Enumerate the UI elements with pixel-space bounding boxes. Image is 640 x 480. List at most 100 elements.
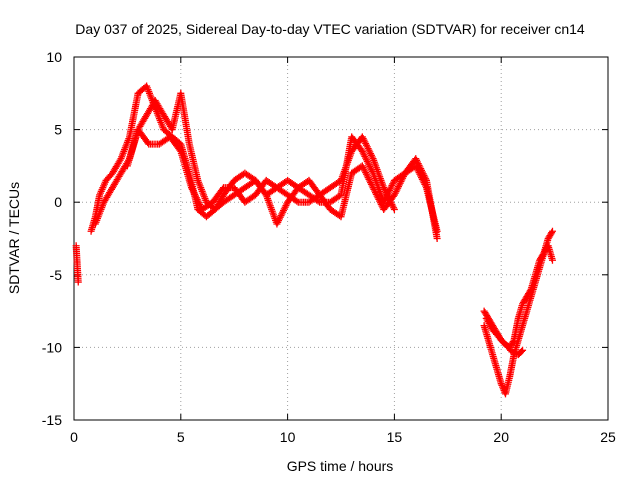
data-point-marker <box>386 197 394 205</box>
data-point-marker <box>276 213 284 221</box>
data-point-marker <box>395 181 403 189</box>
data-point-marker <box>413 158 421 166</box>
y-tick-label: -10 <box>42 339 62 355</box>
data-point-marker <box>548 229 556 237</box>
data-point-marker <box>392 188 400 196</box>
data-point-marker <box>361 167 369 175</box>
data-point-marker <box>416 170 424 178</box>
data-point-marker <box>194 197 202 205</box>
data-point-marker <box>381 185 389 193</box>
x-axis-label: GPS time / hours <box>287 458 394 474</box>
data-point-marker <box>388 200 396 208</box>
data-point-marker <box>413 156 421 164</box>
data-point-marker <box>364 174 372 182</box>
data-point-marker <box>412 155 420 163</box>
data-point-marker <box>358 133 366 141</box>
data-point-marker <box>367 150 375 158</box>
data-point-marker <box>361 138 369 146</box>
data-point-marker <box>361 152 369 160</box>
data-point-marker <box>508 348 516 356</box>
y-tick-label: 10 <box>46 49 62 65</box>
data-point-marker <box>196 200 204 208</box>
y-tick-label: -15 <box>42 412 62 428</box>
data-point-marker <box>371 187 379 195</box>
data-point-marker <box>280 205 288 213</box>
y-tick-label: 5 <box>54 122 62 138</box>
data-point-marker <box>383 190 391 198</box>
data-point-marker <box>433 235 441 242</box>
data-point-marker <box>74 278 82 286</box>
data-point-marker <box>517 347 525 355</box>
data-point-marker <box>376 197 384 205</box>
data-point-marker <box>370 185 378 193</box>
data-points <box>72 82 556 398</box>
data-point-marker <box>358 162 366 170</box>
data-point-marker <box>188 185 196 193</box>
data-point-marker <box>368 153 376 161</box>
x-tick-label: 5 <box>177 429 185 445</box>
data-point-marker <box>359 135 367 143</box>
data-point-marker <box>396 179 404 187</box>
data-point-marker <box>363 143 371 151</box>
data-point-marker <box>421 180 429 188</box>
data-point-marker <box>374 194 382 202</box>
data-point-marker <box>388 181 396 189</box>
data-point-marker <box>433 227 441 235</box>
data-point-marker <box>509 348 517 356</box>
data-point-marker <box>389 180 397 188</box>
data-point-marker <box>412 162 420 170</box>
data-point-marker <box>391 189 399 197</box>
data-point-marker <box>548 227 556 235</box>
data-point-marker <box>293 197 301 205</box>
data-point-marker <box>192 194 200 202</box>
data-point-marker <box>362 156 370 164</box>
data-point-marker <box>360 136 368 144</box>
data-point-marker <box>362 170 370 178</box>
plot-frame <box>73 56 609 421</box>
data-point-marker <box>358 147 366 155</box>
data-point-marker <box>176 146 184 154</box>
y-tick-label: -5 <box>50 267 63 283</box>
data-point-marker <box>381 187 389 195</box>
data-point-marker <box>397 178 405 186</box>
data-point-marker <box>390 191 398 199</box>
data-point-marker <box>389 202 397 210</box>
data-point-marker <box>380 184 388 192</box>
data-point-marker <box>367 180 375 188</box>
x-tick-label: 10 <box>280 429 296 445</box>
data-point-marker <box>422 182 430 190</box>
chart-title: Day 037 of 2025, Sidereal Day-to-day VTE… <box>75 21 585 37</box>
data-point-marker <box>274 218 282 226</box>
data-point-marker <box>387 183 395 191</box>
data-point-marker <box>418 175 426 183</box>
data-point-marker <box>519 346 527 354</box>
data-point-marker <box>187 184 195 192</box>
data-point-marker <box>193 195 201 203</box>
data-point-marker <box>414 167 422 175</box>
data-point-marker <box>366 148 374 156</box>
data-point-marker <box>367 179 375 187</box>
data-point-marker <box>279 207 287 215</box>
data-point-marker <box>390 205 398 213</box>
data-point-marker <box>373 192 381 200</box>
x-axis-ticks: 0 5 10 15 20 25 <box>70 57 616 445</box>
data-point-marker <box>417 172 425 180</box>
data-point-marker <box>275 215 283 223</box>
x-tick-label: 15 <box>387 429 403 445</box>
data-point-marker <box>548 256 556 264</box>
data-point-marker <box>366 162 374 170</box>
data-point-marker <box>278 210 286 218</box>
data-point-marker <box>362 169 370 177</box>
data-point-marker <box>273 220 281 228</box>
data-point-marker <box>385 194 393 202</box>
data-point-marker <box>399 173 407 181</box>
data-point-marker <box>364 159 372 167</box>
data-point-marker <box>192 192 200 200</box>
data-point-marker <box>413 164 421 172</box>
data-point-marker <box>360 151 368 159</box>
data-point-marker <box>415 169 423 177</box>
data-point-marker <box>366 177 374 185</box>
data-point-marker <box>399 174 407 182</box>
